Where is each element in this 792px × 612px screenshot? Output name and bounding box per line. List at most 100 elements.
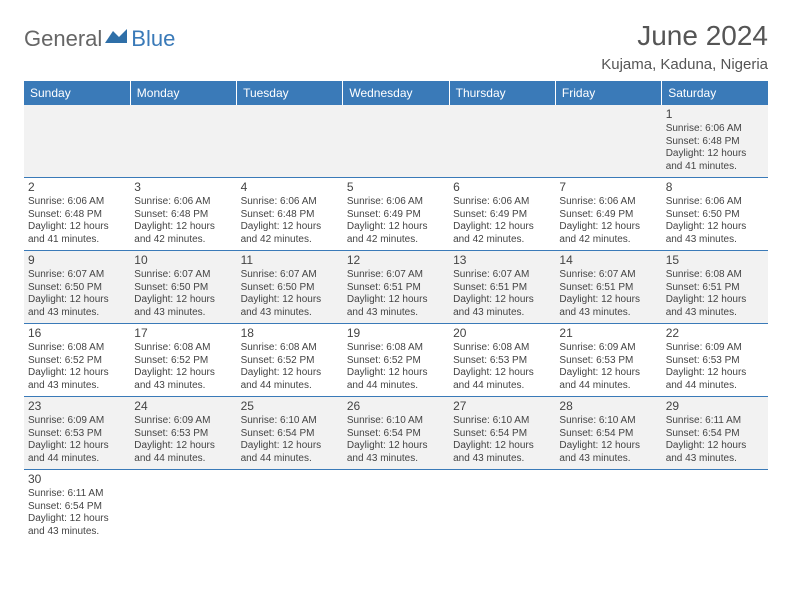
day-number: 3	[134, 180, 232, 195]
day-header-sat: Saturday	[662, 81, 768, 105]
day-info-line: Sunrise: 6:07 AM	[241, 269, 339, 282]
day-info-line: Sunset: 6:48 PM	[28, 209, 126, 222]
week-row: 1Sunrise: 6:06 AMSunset: 6:48 PMDaylight…	[24, 105, 768, 178]
day-info-line: and 43 minutes.	[28, 526, 126, 539]
day-info-line: Daylight: 12 hours	[559, 440, 657, 453]
day-info-line: Sunset: 6:48 PM	[134, 209, 232, 222]
day-info-line: Daylight: 12 hours	[666, 148, 764, 161]
day-info-line: Daylight: 12 hours	[347, 440, 445, 453]
day-info-line: and 43 minutes.	[347, 453, 445, 466]
day-cell: 14Sunrise: 6:07 AMSunset: 6:51 PMDayligh…	[555, 251, 661, 324]
day-info-line: Sunset: 6:54 PM	[28, 501, 126, 514]
day-cell: 3Sunrise: 6:06 AMSunset: 6:48 PMDaylight…	[130, 178, 236, 251]
day-number: 7	[559, 180, 657, 195]
day-number: 8	[666, 180, 764, 195]
day-cell	[343, 105, 449, 178]
day-cell	[130, 105, 236, 178]
day-cell: 29Sunrise: 6:11 AMSunset: 6:54 PMDayligh…	[662, 397, 768, 470]
day-info-line: and 43 minutes.	[559, 453, 657, 466]
day-info-line: Daylight: 12 hours	[28, 221, 126, 234]
day-info-line: Sunrise: 6:06 AM	[241, 196, 339, 209]
day-info-line: Sunrise: 6:08 AM	[28, 342, 126, 355]
week-row: 16Sunrise: 6:08 AMSunset: 6:52 PMDayligh…	[24, 324, 768, 397]
day-info-line: Daylight: 12 hours	[134, 221, 232, 234]
day-number: 29	[666, 399, 764, 414]
day-cell: 30Sunrise: 6:11 AMSunset: 6:54 PMDayligh…	[24, 470, 130, 543]
day-cell: 15Sunrise: 6:08 AMSunset: 6:51 PMDayligh…	[662, 251, 768, 324]
day-info-line: Sunset: 6:49 PM	[347, 209, 445, 222]
day-cell: 27Sunrise: 6:10 AMSunset: 6:54 PMDayligh…	[449, 397, 555, 470]
day-info-line: Daylight: 12 hours	[666, 367, 764, 380]
day-info-line: and 43 minutes.	[134, 380, 232, 393]
day-info-line: Sunrise: 6:09 AM	[666, 342, 764, 355]
day-info-line: and 43 minutes.	[559, 307, 657, 320]
day-info-line: Daylight: 12 hours	[134, 367, 232, 380]
day-info-line: Daylight: 12 hours	[241, 221, 339, 234]
day-cell: 23Sunrise: 6:09 AMSunset: 6:53 PMDayligh…	[24, 397, 130, 470]
day-number: 22	[666, 326, 764, 341]
day-info-line: and 43 minutes.	[134, 307, 232, 320]
day-number: 11	[241, 253, 339, 268]
day-cell: 25Sunrise: 6:10 AMSunset: 6:54 PMDayligh…	[237, 397, 343, 470]
day-info-line: Daylight: 12 hours	[453, 440, 551, 453]
day-info-line: and 44 minutes.	[134, 453, 232, 466]
day-info-line: and 44 minutes.	[28, 453, 126, 466]
week-row: 30Sunrise: 6:11 AMSunset: 6:54 PMDayligh…	[24, 470, 768, 543]
day-cell: 22Sunrise: 6:09 AMSunset: 6:53 PMDayligh…	[662, 324, 768, 397]
day-info-line: and 42 minutes.	[134, 234, 232, 247]
day-number: 26	[347, 399, 445, 414]
day-info-line: Daylight: 12 hours	[666, 294, 764, 307]
day-cell: 19Sunrise: 6:08 AMSunset: 6:52 PMDayligh…	[343, 324, 449, 397]
day-header-mon: Monday	[130, 81, 236, 105]
header: General Blue June 2024 Kujama, Kaduna, N…	[24, 20, 768, 73]
day-cell: 4Sunrise: 6:06 AMSunset: 6:48 PMDaylight…	[237, 178, 343, 251]
day-info-line: Sunrise: 6:06 AM	[134, 196, 232, 209]
day-info-line: Sunset: 6:49 PM	[559, 209, 657, 222]
day-header-thu: Thursday	[449, 81, 555, 105]
day-info-line: Daylight: 12 hours	[28, 440, 126, 453]
day-info-line: Sunset: 6:52 PM	[241, 355, 339, 368]
day-info-line: Sunset: 6:51 PM	[453, 282, 551, 295]
day-info-line: and 44 minutes.	[347, 380, 445, 393]
day-cell	[449, 470, 555, 543]
day-info-line: and 44 minutes.	[241, 380, 339, 393]
day-info-line: Sunrise: 6:09 AM	[28, 415, 126, 428]
day-info-line: Sunset: 6:53 PM	[666, 355, 764, 368]
day-info-line: and 41 minutes.	[666, 161, 764, 174]
day-info-line: and 44 minutes.	[453, 380, 551, 393]
day-number: 10	[134, 253, 232, 268]
day-info-line: Daylight: 12 hours	[453, 221, 551, 234]
day-number: 30	[28, 472, 126, 487]
day-info-line: Sunrise: 6:07 AM	[28, 269, 126, 282]
day-info-line: Daylight: 12 hours	[241, 367, 339, 380]
day-info-line: and 43 minutes.	[347, 307, 445, 320]
day-number: 12	[347, 253, 445, 268]
logo: General Blue	[24, 26, 175, 52]
day-number: 24	[134, 399, 232, 414]
day-info-line: Sunrise: 6:06 AM	[666, 196, 764, 209]
day-info-line: Sunrise: 6:11 AM	[28, 488, 126, 501]
day-info-line: and 44 minutes.	[241, 453, 339, 466]
day-cell	[237, 105, 343, 178]
day-cell: 5Sunrise: 6:06 AMSunset: 6:49 PMDaylight…	[343, 178, 449, 251]
day-info-line: Daylight: 12 hours	[241, 294, 339, 307]
day-info-line: and 44 minutes.	[559, 380, 657, 393]
day-cell	[130, 470, 236, 543]
day-info-line: Daylight: 12 hours	[28, 294, 126, 307]
day-info-line: Daylight: 12 hours	[666, 440, 764, 453]
day-info-line: Daylight: 12 hours	[134, 440, 232, 453]
day-cell	[555, 105, 661, 178]
day-info-line: Sunset: 6:54 PM	[347, 428, 445, 441]
day-info-line: Sunset: 6:52 PM	[28, 355, 126, 368]
day-header-sun: Sunday	[24, 81, 130, 105]
day-info-line: Daylight: 12 hours	[347, 367, 445, 380]
day-info-line: and 43 minutes.	[666, 453, 764, 466]
day-info-line: Sunset: 6:50 PM	[666, 209, 764, 222]
day-cell	[449, 105, 555, 178]
day-info-line: Sunrise: 6:08 AM	[241, 342, 339, 355]
day-number: 4	[241, 180, 339, 195]
logo-text-blue: Blue	[131, 26, 175, 52]
day-info-line: Sunrise: 6:06 AM	[559, 196, 657, 209]
day-info-line: Daylight: 12 hours	[453, 367, 551, 380]
day-cell: 26Sunrise: 6:10 AMSunset: 6:54 PMDayligh…	[343, 397, 449, 470]
